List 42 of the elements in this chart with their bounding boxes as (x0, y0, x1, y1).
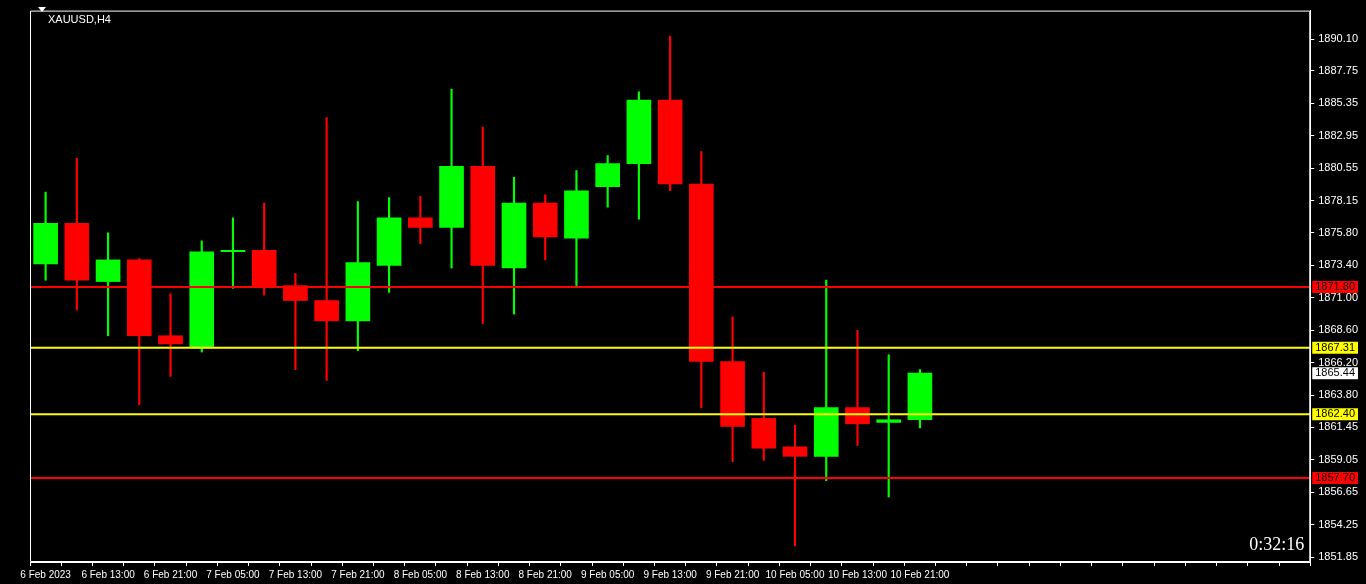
y-tick-label: 1868.60 (1318, 323, 1358, 336)
x-tick-label: 8 Feb 13:00 (456, 568, 510, 580)
x-tick-label: 8 Feb 21:00 (518, 568, 573, 580)
ref-line-label: 1871.80 (1315, 280, 1355, 293)
x-tick-label: 7 Feb 13:00 (268, 568, 323, 580)
candlestick (158, 293, 183, 377)
x-tick-label: 9 Feb 13:00 (643, 568, 698, 580)
chart-title: XAUUSD,H4 (48, 12, 111, 25)
y-tick-label: 1859.05 (1318, 452, 1358, 465)
text: 1865.44 (1315, 366, 1355, 379)
y-tick-label: 1866.20 (1318, 355, 1358, 368)
candlestick (439, 88, 464, 269)
y-tick-label: 1863.80 (1318, 388, 1358, 401)
x-tick-label: 6 Feb 2023 (20, 568, 72, 580)
y-tick-label: 1885.35 (1318, 96, 1358, 109)
x-tick-label: 7 Feb 21:00 (331, 568, 385, 580)
candlestick (845, 330, 870, 446)
y-tick-label: 1856.65 (1318, 485, 1358, 498)
x-tick-label: 9 Feb 05:00 (580, 568, 635, 580)
y-tick-label: 1880.55 (1318, 161, 1358, 174)
y-tick-label: 1861.45 (1318, 420, 1358, 433)
y-tick-label: 1875.80 (1318, 225, 1358, 238)
y-tick-label: 1887.75 (1318, 63, 1358, 76)
y-tick-label: 1851.85 (1318, 550, 1358, 563)
x-tick-label: 7 Feb 05:00 (206, 568, 261, 580)
annotation: 0:32:16 (1249, 533, 1305, 554)
x-tick-label: 10 Feb 21:00 (890, 568, 950, 580)
y-tick-label: 1873.40 (1318, 258, 1358, 271)
ref-line-label: 1867.31 (1315, 340, 1355, 353)
x-tick-label: 6 Feb 21:00 (143, 568, 198, 580)
x-tick-label: 10 Feb 05:00 (765, 568, 825, 580)
x-tick-label: 10 Feb 13:00 (828, 568, 888, 580)
y-tick-label: 1882.95 (1318, 128, 1358, 141)
x-tick-label: 8 Feb 05:00 (393, 568, 448, 580)
x-tick-label: 9 Feb 21:00 (705, 568, 760, 580)
x-tick-label: 6 Feb 13:00 (81, 568, 136, 580)
ref-line-label: 1857.70 (1315, 471, 1355, 484)
y-tick-label: 1871.00 (1318, 290, 1358, 303)
y-tick-label: 1878.15 (1318, 193, 1358, 206)
y-tick-label: 1854.25 (1318, 517, 1358, 530)
ref-line-label: 1862.40 (1315, 407, 1355, 420)
y-tick-label: 1890.10 (1318, 32, 1358, 45)
